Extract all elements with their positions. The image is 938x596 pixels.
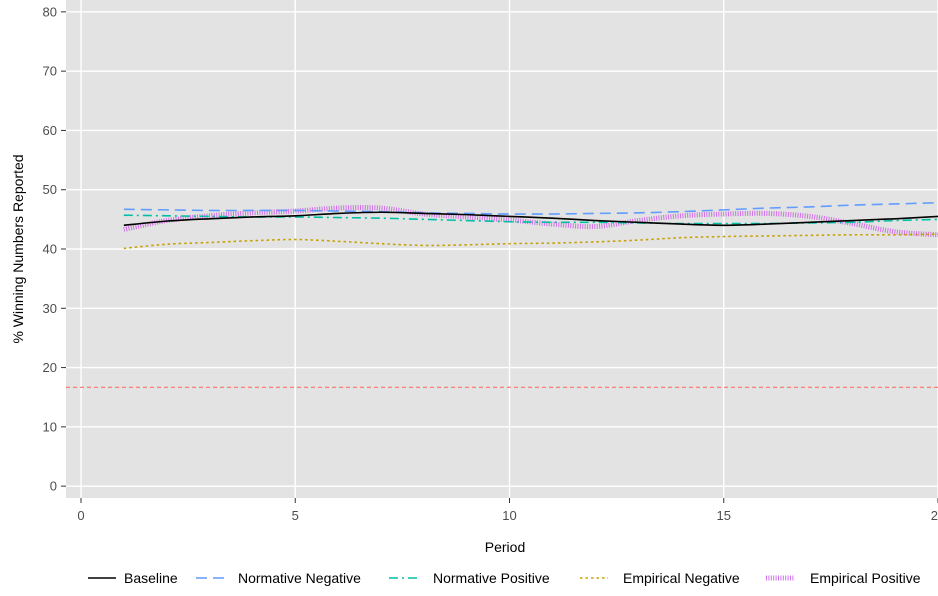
y-tick-label: 0 [50, 479, 57, 494]
series-layer [123, 201, 938, 250]
legend-label: Baseline [124, 570, 178, 586]
legend-label: Empirical Negative [623, 570, 740, 586]
series-line-empirical-negative [123, 233, 938, 250]
legend-label: Empirical Positive [810, 570, 921, 586]
y-tick-label: 70 [43, 64, 57, 79]
y-axis-title: % Winning Numbers Reported [10, 154, 26, 343]
x-tick-label: 10 [502, 508, 516, 523]
x-tick-label: 15 [717, 508, 731, 523]
y-tick-label: 80 [43, 4, 57, 19]
y-tick-label: 40 [43, 242, 57, 257]
y-tick-label: 60 [43, 123, 57, 138]
series-line-normative-negative [123, 201, 938, 215]
x-tick-label: 0 [77, 508, 84, 523]
x-axis-title: Period [485, 539, 525, 555]
legend-label: Normative Negative [238, 570, 361, 586]
y-tick-label: 10 [43, 419, 57, 434]
series-line-normative-positive [123, 214, 938, 225]
series-line-baseline [123, 211, 938, 227]
legend: Baseline Normative Negative Normative Posi… [88, 570, 921, 586]
x-axis-ticks: 0 5 10 15 20 [77, 498, 938, 523]
x-tick-label: 20 [931, 508, 938, 523]
gridlines [66, 0, 938, 498]
x-tick-label: 5 [292, 508, 299, 523]
y-tick-label: 50 [43, 182, 57, 197]
y-axis-ticks: 0 10 20 30 40 50 60 70 80 [43, 4, 66, 494]
y-tick-label: 30 [43, 301, 57, 316]
y-tick-label: 20 [43, 360, 57, 375]
legend-label: Normative Positive [433, 570, 550, 586]
